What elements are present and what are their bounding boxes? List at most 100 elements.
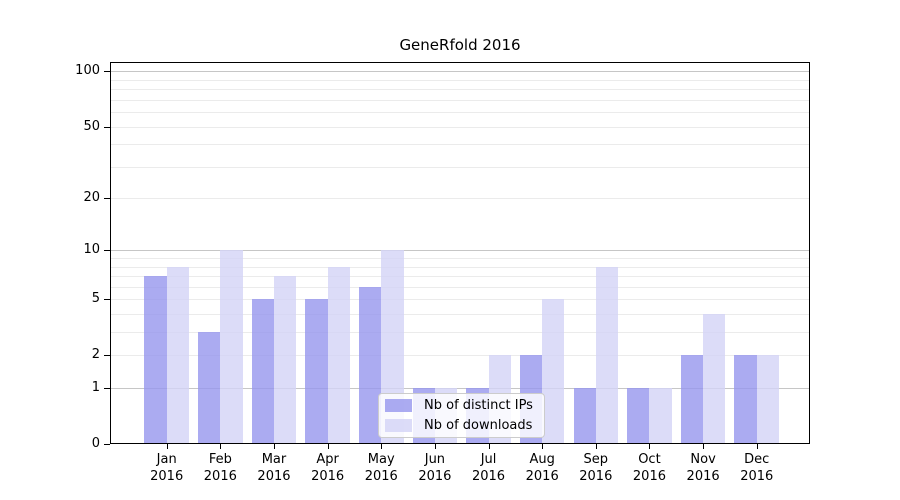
x-tick (542, 444, 544, 449)
gridline-major (111, 388, 809, 390)
legend-label-downloads: Nb of downloads (424, 417, 533, 433)
x-tick (381, 444, 383, 449)
bar-downloads-jan (166, 266, 189, 443)
x-tick-label: Dec 2016 (725, 451, 789, 485)
bar-downloads-oct (649, 388, 672, 443)
x-tick-label: Jan 2016 (135, 451, 199, 485)
x-tick (220, 444, 222, 449)
gridline-minor (111, 332, 809, 334)
y-tick (104, 250, 110, 252)
month-label: Jul (480, 452, 497, 467)
month-label: Aug (529, 452, 555, 467)
y-tick (104, 126, 110, 128)
gridline-minor (111, 89, 809, 91)
y-tick (104, 388, 110, 390)
month-label: Nov (690, 452, 716, 467)
bar-ips-dec (734, 355, 757, 443)
x-tick-label: Oct 2016 (617, 451, 681, 485)
gridline-minor (111, 198, 809, 200)
y-tick-label: 50 (83, 118, 100, 134)
bar-ips-jan (144, 276, 167, 443)
bar-ips-oct (627, 388, 650, 443)
gridline-minor (111, 112, 809, 114)
year-label: 2016 (632, 469, 666, 484)
x-tick (488, 444, 490, 449)
legend-entry-distinct-ips: Nb of distinct IPs (385, 398, 538, 413)
gridline-minor (111, 79, 809, 81)
y-tick-label: 100 (75, 63, 100, 79)
x-tick (703, 444, 705, 449)
gridline-major (111, 250, 809, 252)
x-tick-label: Apr 2016 (296, 451, 360, 485)
y-tick-label: 10 (83, 242, 100, 258)
x-tick (327, 444, 329, 449)
year-label: 2016 (579, 469, 613, 484)
x-tick-label: Aug 2016 (510, 451, 574, 485)
year-label: 2016 (311, 469, 345, 484)
y-tick-label: 5 (91, 291, 100, 307)
bar-downloads-aug (542, 299, 565, 443)
bar-downloads-apr (327, 266, 350, 443)
y-tick (104, 71, 110, 73)
legend-entry-downloads: Nb of downloads (385, 418, 538, 433)
month-label: Dec (744, 452, 770, 467)
y-tick-label: 0 (91, 436, 100, 451)
x-tick-label: Jul 2016 (457, 451, 521, 485)
gridline-minor (111, 266, 809, 268)
month-label: Apr (316, 452, 339, 467)
month-label: May (367, 452, 395, 467)
year-label: 2016 (257, 469, 291, 484)
x-tick (595, 444, 597, 449)
bar-ips-feb (198, 332, 221, 443)
legend: Nb of distinct IPs Nb of downloads (378, 393, 545, 438)
month-label: Feb (208, 452, 232, 467)
y-tick (104, 355, 110, 357)
x-tick-label: May 2016 (349, 451, 413, 485)
x-tick-label: Jun 2016 (403, 451, 467, 485)
gridline-minor (111, 355, 809, 357)
bar-ips-mar (251, 299, 274, 443)
x-tick (273, 444, 275, 449)
year-label: 2016 (418, 469, 452, 484)
plot-area (110, 62, 810, 444)
bar-downloads-dec (756, 355, 780, 443)
x-tick (166, 444, 168, 449)
gridline-minor (111, 276, 809, 278)
x-tick (434, 444, 436, 449)
year-label: 2016 (525, 469, 559, 484)
x-tick-label: Nov 2016 (671, 451, 735, 485)
gridline-minor (111, 144, 809, 146)
month-label: Sep (583, 452, 609, 467)
legend-swatch-distinct-ips (385, 399, 412, 413)
gridline-minor (111, 258, 809, 260)
month-label: Mar (261, 452, 287, 467)
year-label: 2016 (150, 469, 184, 484)
gridline-minor (111, 286, 809, 288)
month-label: Jun (424, 452, 446, 467)
bar-ips-nov (680, 355, 704, 443)
y-tick-label: 20 (83, 190, 100, 206)
month-label: Jan (156, 452, 177, 467)
y-tick-label: 2 (91, 347, 100, 363)
year-label: 2016 (203, 469, 237, 484)
gridline-minor (111, 99, 809, 101)
y-tick (104, 444, 110, 445)
year-label: 2016 (364, 469, 398, 484)
gridline-major (111, 71, 809, 73)
y-tick-label: 1 (91, 380, 100, 396)
y-tick (104, 198, 110, 200)
bar-ips-apr (305, 299, 328, 443)
bar-downloads-mar (273, 276, 297, 443)
bar-downloads-nov (703, 314, 726, 443)
chart-title: GeneRfold 2016 (399, 36, 521, 54)
year-label: 2016 (471, 469, 506, 484)
legend-swatch-downloads (385, 418, 412, 432)
gridline-minor (111, 126, 809, 128)
year-label: 2016 (740, 469, 774, 484)
gridline-minor (111, 314, 809, 316)
year-label: 2016 (686, 469, 720, 484)
x-tick (649, 444, 651, 449)
gridline-minor (111, 166, 809, 168)
x-tick-label: Feb 2016 (188, 451, 252, 485)
